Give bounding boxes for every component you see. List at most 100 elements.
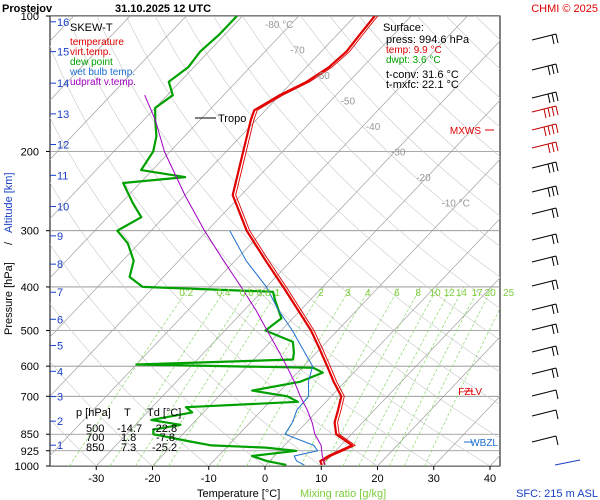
- mixing-ratio-label: 1: [274, 288, 280, 299]
- wind-barb: [531, 323, 559, 335]
- surface-dwpt: dwpt: 3.6 °C: [386, 55, 441, 66]
- mixing-ratio-line: [109, 286, 228, 466]
- legend-item-virt-temp: virt.temp.: [70, 47, 111, 58]
- dry-adiabat: [50, 45, 434, 466]
- isotherm-label: -60: [315, 71, 330, 82]
- wind-barb: [531, 435, 559, 446]
- altitude-tick-label: 14: [57, 78, 69, 90]
- mixing-ratio-label: 0.6: [240, 288, 254, 299]
- isotherm-label: -20: [416, 173, 431, 184]
- dry-adiabat: [154, 16, 500, 373]
- isotherm-line: [50, 16, 131, 101]
- table-cell: 850: [86, 442, 104, 454]
- mixing-ratio-line: [135, 286, 251, 466]
- x-tick-label: 20: [371, 473, 383, 485]
- mixing-ratio-label: 0.8: [257, 288, 271, 299]
- mixing-ratio-line: [358, 286, 453, 466]
- x-tick-label: -10: [201, 473, 217, 485]
- table-cell: -14.7: [117, 423, 142, 435]
- datetime-title: 31.10.2025 12 UTC: [115, 3, 211, 15]
- dry-adiabat: [50, 361, 153, 466]
- y-tick-label: 850: [21, 429, 39, 441]
- altitude-tick-label: 7: [57, 287, 63, 299]
- y-tick-label: 200: [21, 146, 39, 158]
- isotherm-label: -10 °C: [441, 199, 469, 210]
- dry-adiabat: [50, 303, 209, 466]
- isotherm-label: -80 °C: [265, 20, 293, 31]
- wind-barbs: [531, 33, 581, 466]
- x-tick-label: -20: [145, 473, 161, 485]
- isotherm-line: [152, 99, 500, 466]
- mixing-ratio-label: 2: [318, 288, 324, 299]
- series-layer: [116, 16, 379, 466]
- tropopause-label: Tropo: [218, 113, 246, 125]
- surface-press: press: 994.6 hPa: [386, 34, 470, 46]
- wind-barb: [531, 91, 559, 104]
- altitude-tick-label: 2: [57, 416, 63, 428]
- altitude-tick-label: 13: [57, 109, 69, 121]
- legend-item-temperature: temperature: [70, 37, 124, 48]
- wind-barb: [531, 303, 559, 315]
- mixing-ratio-line: [216, 286, 325, 466]
- altitude-tick-label: 4: [57, 366, 63, 378]
- altitude-tick-label: 12: [57, 140, 69, 152]
- wind-barb: [531, 389, 559, 400]
- y-axis-title-altitude: Altitude [km]: [3, 172, 15, 233]
- x-tick-label: 10: [315, 473, 327, 485]
- legend-item-dew-point: dew point: [70, 57, 113, 68]
- y-tick-label: 400: [21, 282, 39, 294]
- wbzl-label: WBZL: [470, 438, 498, 449]
- wind-barb: [531, 185, 559, 198]
- isotherm-line: [50, 16, 412, 397]
- mixing-ratio-label: 4: [365, 288, 371, 299]
- table-cell: -7.8: [156, 432, 175, 444]
- altitude-tick-label: 11: [57, 170, 68, 182]
- table-header-p: p [hPa]: [76, 407, 111, 419]
- fzlv-label: FZLV: [458, 387, 482, 398]
- dry-adiabat: [271, 16, 500, 247]
- mixing-ratio-line: [69, 286, 190, 466]
- isotherm-line: [264, 218, 500, 466]
- dry-adiabat: [50, 243, 266, 466]
- isotherm-line: [320, 277, 500, 466]
- wind-barb: [531, 279, 559, 291]
- mixing-ratio-line: [153, 286, 268, 466]
- mixing-ratio-label: 14: [456, 288, 468, 299]
- wind-barb: [531, 105, 559, 119]
- table-cell: 1.8: [121, 432, 136, 444]
- dry-adiabat: [50, 418, 97, 466]
- isotherm-line: [377, 336, 500, 466]
- y-tick-label: 925: [21, 446, 39, 458]
- x-tick-label: -30: [88, 473, 104, 485]
- x-tick-label: 0: [262, 473, 268, 485]
- dry-adiabat: [67, 16, 491, 466]
- y-tick-label: 600: [21, 361, 39, 373]
- isotherm-line: [208, 158, 500, 466]
- y-tick-label: 100: [21, 11, 39, 23]
- y-axis-title: Pressure [hPa]: [3, 262, 15, 335]
- table-header-td: Td [°C]: [147, 407, 181, 419]
- dry-adiabat: [183, 16, 500, 341]
- table-cell: -22.8: [152, 423, 177, 435]
- y-axis-title-sep: /: [3, 241, 15, 245]
- mixing-ratio-label: 6: [394, 288, 400, 299]
- isotherm-line: [95, 40, 500, 466]
- wind-barb: [531, 141, 559, 154]
- surface-title: Surface:: [383, 22, 424, 34]
- wind-barb: [531, 233, 559, 245]
- mixing-ratio-line: [389, 286, 480, 466]
- levels-table: p [hPa] T Td [°C] 500 -14.7 -22.8 700 1.…: [76, 407, 181, 454]
- grid: [50, 16, 500, 466]
- altitude-tick-label: 3: [57, 392, 63, 404]
- isotherm-label: -30: [391, 148, 406, 159]
- wind-barb: [531, 345, 559, 357]
- legend-item-updraft: udpraft v.temp.: [70, 77, 136, 88]
- surface-tmxfc: t-mxfc: 22.1 °C: [386, 79, 459, 91]
- dry-adiabat: [50, 116, 378, 466]
- surface-wind-barb: [554, 459, 581, 466]
- mixing-ratio-label: 10: [430, 288, 442, 299]
- wind-barb: [531, 255, 559, 267]
- altitude-tick-label: 16: [57, 17, 69, 29]
- isotherm-line: [50, 16, 300, 279]
